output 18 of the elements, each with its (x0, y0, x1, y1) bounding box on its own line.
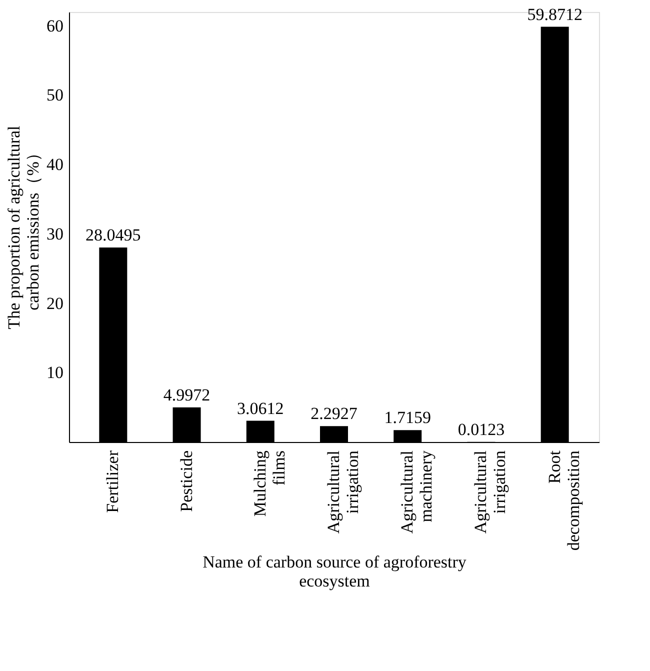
y-tick-label: 60 (46, 16, 64, 36)
x-tick-label: Pesticide (176, 450, 196, 512)
y-tick-label: 30 (46, 224, 64, 244)
y-tick-label: 50 (46, 86, 64, 105)
data-label: 4.9972 (163, 385, 210, 404)
data-label: 3.0612 (237, 398, 284, 418)
y-axis-title: The proportion of agricultural carbon emissions（%） (4, 125, 42, 330)
x-tick-label: Mulching films (250, 450, 288, 517)
data-label: 2.2927 (310, 404, 358, 424)
y-tick-label: 40 (46, 155, 64, 174)
y-tick-label: 10 (46, 363, 64, 382)
x-tick-label: Fertilizer (103, 450, 122, 513)
data-label: 59.8712 (527, 4, 582, 24)
data-label: 0.0123 (458, 420, 505, 439)
y-tick-label: 20 (46, 294, 64, 313)
data-label: 28.0495 (86, 225, 141, 244)
data-label: 1.7159 (384, 408, 431, 428)
x-axis-title: Name of carbon source of agroforestry ecosystem (202, 552, 467, 591)
